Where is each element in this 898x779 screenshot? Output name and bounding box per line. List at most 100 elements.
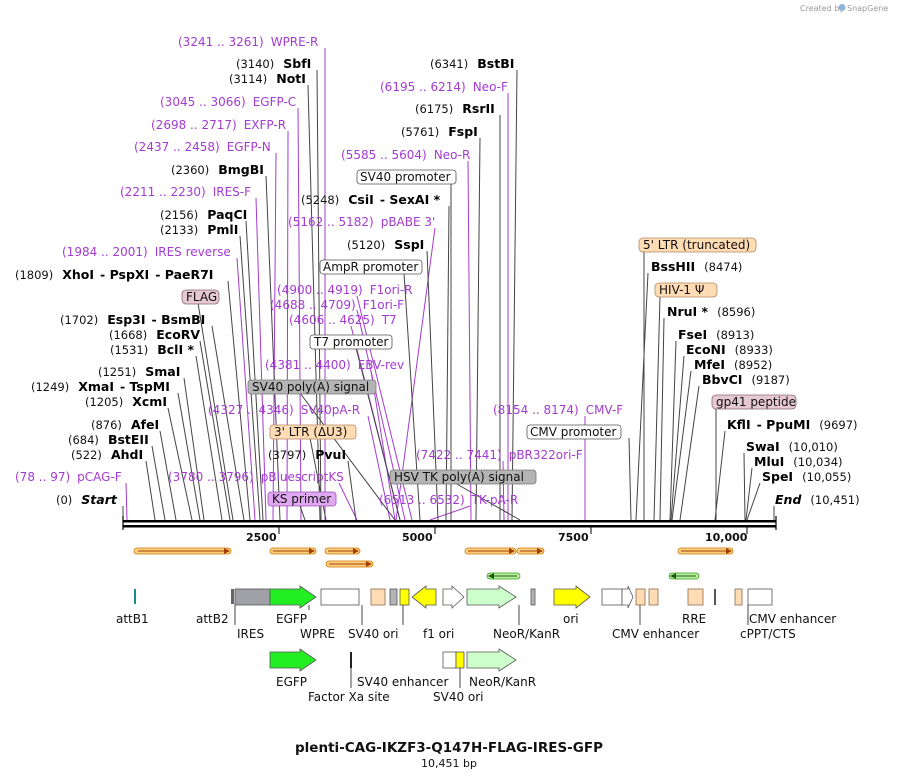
mlui-label: MluI: [754, 454, 784, 469]
cmv-promoter-label: CMV promoter: [530, 425, 617, 439]
mfei-label: MfeI: [694, 357, 725, 372]
orf-arrow-reverse: [668, 572, 700, 580]
feature-label-ori: ori: [563, 612, 579, 626]
leader-nrui: [659, 317, 665, 521]
sspi-pos: (5120): [347, 238, 385, 252]
svg-text:(5162 .. 5182)pBABE 3': (5162 .. 5182) pBABE 3': [288, 215, 435, 229]
orf-arrow: [464, 547, 517, 555]
ppumi-label: PpuMI: [766, 417, 810, 432]
svg-text:(5761)FspI: (5761) FspI: [401, 124, 478, 139]
svg-text:MfeI(8952): MfeI (8952): [694, 357, 772, 372]
orf-arrow: [133, 547, 232, 555]
svg-text:SpeI(10,055): SpeI (10,055): [762, 469, 851, 484]
ruler: 2500 5000 7500 10,000: [246, 527, 748, 544]
leader-noti: [307, 84, 321, 521]
egfp-n-label: EGFP-N: [227, 140, 271, 154]
svg-text:(4381 .. 4400)EBV-rev: (4381 .. 4400) EBV-rev: [265, 358, 404, 372]
t7-pos: (4606 .. 4625): [289, 313, 375, 327]
leader-ires-reverse: [236, 257, 256, 521]
mlui-pos: (10,034): [793, 455, 842, 469]
wpre-feature: [320, 588, 360, 606]
svg-text:(1984 .. 2001)IRES reverse: (1984 .. 2001) IRES reverse: [62, 245, 231, 259]
rsrii-pos: (6175): [415, 102, 453, 116]
ori-feature: [553, 585, 591, 609]
egfp-c-pos: (3045 .. 3066): [160, 95, 246, 109]
feature-label-neor-kanr: NeoR/KanR: [493, 627, 560, 641]
kfli-label: KflI: [727, 417, 751, 432]
spei-label: SpeI: [762, 469, 793, 484]
leader-ebv-rev: [370, 370, 396, 521]
paer7i-label: PaeR7I: [165, 267, 214, 282]
leader-pvui: [347, 460, 357, 521]
leader-bmgbi: [265, 175, 281, 521]
pvui-pos: (3797): [268, 448, 306, 462]
hiv1-label: HIV-1 Ψ: [659, 283, 704, 297]
xcmi-label: XcmI: [132, 394, 167, 409]
leader-csii: [445, 205, 450, 521]
neo-r-pos: (5585 .. 5604): [341, 148, 427, 162]
bbvci-pos: (9187): [751, 373, 789, 387]
leader-fsei: [669, 340, 677, 521]
rre-feature: [687, 588, 704, 606]
svg-text:(7422 .. 7441)pBR322ori-F: (7422 .. 7441) pBR322ori-F: [416, 448, 583, 462]
ahdi-label: AhdI: [111, 447, 143, 462]
xhoi-pos: (1809): [15, 268, 53, 282]
bbvci-label: BbvCI: [702, 372, 742, 387]
exfp-r-pos: (2698 .. 2717): [151, 118, 237, 132]
leader-spei: [746, 482, 761, 521]
cmv-f-pos: (8154 .. 8174): [493, 403, 579, 417]
gp41-feature: [714, 589, 716, 605]
ires-f-pos: (2211 .. 2230): [120, 185, 206, 199]
ks-primer-box: [267, 491, 337, 507]
leader-hsv-tk: [454, 482, 521, 521]
ltr5-box: [638, 237, 757, 253]
leader-xcmi: [167, 407, 193, 521]
feature-label-factor-xa: Factor Xa site: [308, 690, 390, 704]
svg-text:(1668)EcoRV: (1668) EcoRV: [109, 327, 200, 342]
right-labels: 5' LTR (truncated) BssHII (8474) HIV-1 Ψ …: [493, 237, 860, 507]
smai-label: SmaI: [145, 364, 180, 379]
rsrii-label: RsrII: [462, 101, 495, 116]
svg-text:(0)Start: (0) Start: [56, 492, 118, 507]
leader-bcli: [195, 355, 223, 521]
leader-ahdi: [145, 460, 156, 521]
orf-arrows: [133, 547, 734, 580]
sv40pa-r-pos: (4327 .. 4346): [208, 403, 294, 417]
csii-pos: (5248): [301, 193, 339, 207]
leader-neo-r: [467, 160, 472, 521]
start-label: Start: [81, 492, 118, 507]
factor-xa-site-feature: [350, 652, 352, 668]
pbr322-pos: (7422 .. 7441): [416, 448, 502, 462]
ltr5-label: 5' LTR (truncated): [643, 238, 750, 252]
leader-kfli: [714, 430, 726, 521]
bmgbi-pos: (2360): [171, 163, 209, 177]
leader-pmli: [239, 235, 261, 521]
ruler-label-7500: 7500: [558, 531, 589, 544]
spei-pos: (10,055): [802, 470, 851, 484]
leader-ires-f: [255, 197, 267, 521]
feature-label-sv40-ori-2: SV40 ori: [433, 690, 484, 704]
leader-sbfi: [316, 69, 322, 521]
svg-text:KflI- PpuMI(9697): KflI - PpuMI (9697): [727, 417, 858, 432]
attb2-feature: [231, 589, 234, 604]
swai-label: SwaI: [746, 439, 780, 454]
svg-text:(1205)XcmI: (1205) XcmI: [85, 394, 167, 409]
leader-esp3i: [211, 325, 245, 521]
flag-box: [181, 289, 220, 305]
feature-label-rre: RRE: [682, 612, 706, 626]
credit-brand: SnapGene: [847, 4, 888, 13]
orf-arrow: [269, 547, 317, 555]
svg-text:(4688 .. 4709)F1ori-F: (4688 .. 4709) F1ori-F: [270, 298, 404, 312]
tk-pa-r-label: TK-pA-R: [471, 493, 519, 507]
ires-reverse-pos: (1984 .. 2001): [62, 245, 148, 259]
tspmi-label: TspMI: [130, 379, 170, 394]
feature-label-f1-ori: f1 ori: [423, 627, 454, 641]
end-label: End: [775, 492, 802, 507]
feature-label-attb2: attB2: [196, 612, 229, 626]
left-labels: (3241 .. 3261) WPRE-R (3140) SbfI (3114) No…: [15, 35, 318, 507]
svg-text:(3045 .. 3066)EGFP-C: (3045 .. 3066) EGFP-C: [160, 95, 296, 109]
flag-label: FLAG: [186, 290, 217, 304]
svg-text:(8154 .. 8174)CMV-F: (8154 .. 8174) CMV-F: [493, 403, 623, 417]
svg-text:End(10,451): End (10,451): [775, 492, 860, 507]
bsteii-pos: (684): [68, 433, 99, 447]
